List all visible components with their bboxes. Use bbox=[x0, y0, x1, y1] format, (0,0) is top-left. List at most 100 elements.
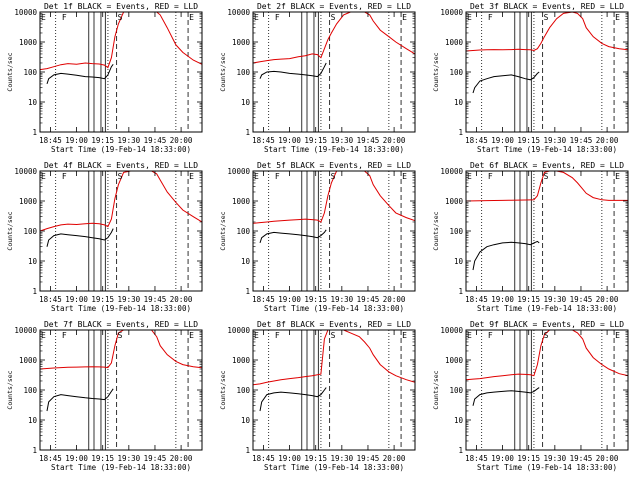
y-tick-label: 1000 bbox=[232, 356, 251, 365]
flag-label: E bbox=[402, 172, 407, 181]
y-tick-label: 10 bbox=[28, 416, 38, 425]
lld-series-line bbox=[466, 12, 628, 52]
flag-label: E bbox=[615, 172, 620, 181]
x-tick-label: 19:45 bbox=[357, 295, 380, 304]
flag-label: E bbox=[615, 331, 620, 340]
y-tick-label: 100 bbox=[449, 68, 463, 77]
y-tick-label: 1000 bbox=[232, 197, 251, 206]
y-axis-label: Counts/sec bbox=[432, 211, 440, 250]
flag-label: S bbox=[118, 331, 123, 340]
lld-series-line bbox=[40, 330, 202, 370]
x-tick-label: 19:15 bbox=[91, 136, 114, 145]
x-tick-label: 19:45 bbox=[570, 136, 593, 145]
events-series-line bbox=[259, 387, 327, 412]
x-tick-label: 19:15 bbox=[91, 295, 114, 304]
x-tick-label: 19:30 bbox=[544, 136, 567, 145]
y-axis-label: Counts/sec bbox=[432, 52, 440, 91]
flag-label: S bbox=[118, 13, 123, 22]
y-tick-label: 10 bbox=[28, 98, 38, 107]
events-series-line bbox=[472, 71, 540, 94]
y-tick-label: 1000 bbox=[232, 38, 251, 47]
panel-title: Det 6f BLACK = Events, RED = LLD bbox=[470, 161, 624, 170]
plot-area bbox=[253, 330, 415, 450]
x-tick-label: 19:15 bbox=[517, 136, 540, 145]
y-tick-label: 10 bbox=[241, 98, 251, 107]
panel-title: Det 5f BLACK = Events, RED = LLD bbox=[257, 161, 411, 170]
y-tick-label: 100 bbox=[449, 386, 463, 395]
events-series-line bbox=[472, 240, 540, 271]
flag-label: F bbox=[488, 13, 493, 22]
x-tick-label: 19:45 bbox=[570, 295, 593, 304]
flag-label: E bbox=[402, 331, 407, 340]
x-tick-label: 19:30 bbox=[331, 454, 354, 463]
y-axis-label: Counts/sec bbox=[432, 370, 440, 409]
panel-title: Det 1f BLACK = Events, RED = LLD bbox=[44, 2, 198, 11]
flag-label: F bbox=[488, 172, 493, 181]
flag-label: F bbox=[275, 172, 280, 181]
y-tick-label: 1000 bbox=[19, 197, 38, 206]
x-axis-label: Start Time (19-Feb-14 18:33:00) bbox=[264, 145, 404, 154]
x-tick-label: 19:30 bbox=[544, 295, 567, 304]
lld-series-line bbox=[40, 12, 202, 71]
lld-series-line bbox=[253, 330, 415, 386]
x-tick-label: 19:45 bbox=[357, 136, 380, 145]
x-tick-label: 19:00 bbox=[278, 136, 301, 145]
panel-det-7: E F S E 1 10 100 1000 10000 18:45 19:00 19:15 19:30 1… bbox=[6, 320, 203, 472]
x-tick-label: 19:30 bbox=[118, 136, 141, 145]
plot-area bbox=[253, 12, 415, 132]
y-tick-label: 10000 bbox=[14, 8, 37, 17]
y-tick-label: 1000 bbox=[445, 38, 464, 47]
panel-title: Det 3f BLACK = Events, RED = LLD bbox=[470, 2, 624, 11]
flag-label: S bbox=[331, 172, 336, 181]
flag-label: E bbox=[41, 331, 46, 340]
x-tick-label: 19:00 bbox=[491, 136, 514, 145]
x-tick-label: 18:45 bbox=[252, 454, 275, 463]
x-axis-label: Start Time (19-Feb-14 18:33:00) bbox=[264, 463, 404, 472]
y-axis-label: Counts/sec bbox=[6, 52, 14, 91]
x-tick-label: 20:00 bbox=[170, 454, 193, 463]
events-series-line bbox=[46, 388, 114, 412]
x-tick-label: 19:30 bbox=[544, 454, 567, 463]
lld-series-line bbox=[253, 171, 415, 224]
flag-label: E bbox=[254, 172, 259, 181]
y-tick-label: 100 bbox=[23, 227, 37, 236]
y-tick-label: 1 bbox=[458, 128, 463, 137]
y-tick-label: 10000 bbox=[440, 167, 463, 176]
flag-label: E bbox=[467, 331, 472, 340]
plot-area bbox=[40, 330, 202, 450]
x-tick-label: 19:45 bbox=[570, 454, 593, 463]
x-tick-label: 19:45 bbox=[144, 454, 167, 463]
x-tick-label: 19:15 bbox=[517, 295, 540, 304]
x-tick-label: 18:45 bbox=[39, 136, 62, 145]
y-tick-label: 10000 bbox=[227, 167, 250, 176]
y-tick-label: 1 bbox=[32, 287, 37, 296]
y-tick-label: 1 bbox=[245, 446, 250, 455]
x-tick-label: 19:00 bbox=[65, 136, 88, 145]
x-axis-label: Start Time (19-Feb-14 18:33:00) bbox=[264, 304, 404, 313]
x-axis-label: Start Time (19-Feb-14 18:33:00) bbox=[51, 145, 191, 154]
y-axis-label: Counts/sec bbox=[6, 211, 14, 250]
y-tick-label: 10000 bbox=[227, 326, 250, 335]
x-tick-label: 20:00 bbox=[596, 295, 619, 304]
y-tick-label: 1000 bbox=[445, 197, 464, 206]
events-series-line bbox=[472, 387, 540, 406]
x-tick-label: 19:00 bbox=[278, 454, 301, 463]
y-axis-label: Counts/sec bbox=[219, 370, 227, 409]
flag-label: F bbox=[62, 331, 67, 340]
x-tick-label: 20:00 bbox=[383, 295, 406, 304]
x-axis-label: Start Time (19-Feb-14 18:33:00) bbox=[477, 304, 617, 313]
x-tick-label: 18:45 bbox=[465, 136, 488, 145]
y-tick-label: 10000 bbox=[14, 167, 37, 176]
x-tick-label: 19:15 bbox=[304, 454, 327, 463]
x-tick-label: 19:45 bbox=[144, 295, 167, 304]
panel-det-4: E F S E 1 10 100 1000 10000 18:45 19:00 19:15 19:30 1… bbox=[6, 161, 203, 313]
lld-series-line bbox=[466, 330, 628, 381]
panel-det-9: E F S E 1 10 100 1000 10000 18:45 19:00 19:15 19:30 1… bbox=[432, 320, 629, 472]
y-tick-label: 10 bbox=[454, 98, 464, 107]
panel-title: Det 2f BLACK = Events, RED = LLD bbox=[257, 2, 411, 11]
plot-area bbox=[253, 171, 415, 291]
x-tick-label: 18:45 bbox=[39, 454, 62, 463]
y-tick-label: 1000 bbox=[19, 38, 38, 47]
